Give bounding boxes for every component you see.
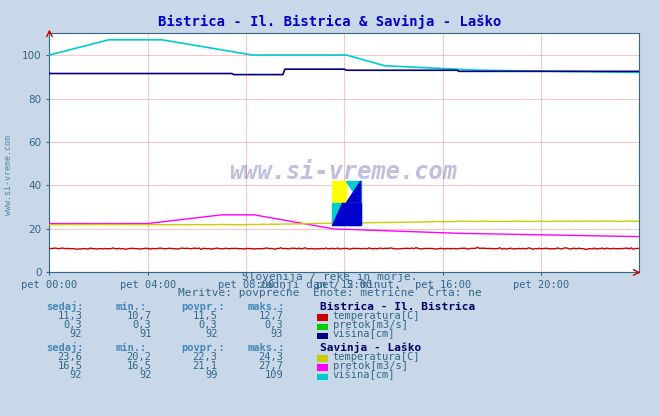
Text: 92: 92 xyxy=(70,370,82,380)
Text: 16,5: 16,5 xyxy=(57,361,82,371)
Text: povpr.:: povpr.: xyxy=(181,302,225,312)
Polygon shape xyxy=(347,181,360,203)
Text: 0,3: 0,3 xyxy=(133,320,152,330)
Text: 92: 92 xyxy=(205,329,217,339)
Text: Bistrica - Il. Bistrica & Savinja - Laško: Bistrica - Il. Bistrica & Savinja - Lašk… xyxy=(158,15,501,29)
Text: 11,5: 11,5 xyxy=(192,311,217,321)
Text: 0,3: 0,3 xyxy=(64,320,82,330)
Bar xyxy=(332,181,347,203)
Text: Slovenija / reke in morje.: Slovenija / reke in morje. xyxy=(242,272,417,282)
Text: temperatura[C]: temperatura[C] xyxy=(333,352,420,362)
Text: Savinja - Laško: Savinja - Laško xyxy=(320,342,421,353)
Text: 92: 92 xyxy=(139,370,152,380)
Text: zadnji dan / 5 minut.: zadnji dan / 5 minut. xyxy=(258,280,401,290)
Text: 16,5: 16,5 xyxy=(127,361,152,371)
Text: 21,1: 21,1 xyxy=(192,361,217,371)
Text: pretok[m3/s]: pretok[m3/s] xyxy=(333,320,408,330)
Text: www.si-vreme.com: www.si-vreme.com xyxy=(4,135,13,215)
Text: povpr.:: povpr.: xyxy=(181,343,225,353)
Bar xyxy=(332,203,360,225)
Polygon shape xyxy=(347,181,360,203)
Text: min.:: min.: xyxy=(115,302,146,312)
Text: 93: 93 xyxy=(271,329,283,339)
Text: www.si-vreme.com: www.si-vreme.com xyxy=(231,160,458,184)
Text: sedaj:: sedaj: xyxy=(46,342,84,353)
Text: 0,3: 0,3 xyxy=(265,320,283,330)
Text: 0,3: 0,3 xyxy=(199,320,217,330)
Text: 10,7: 10,7 xyxy=(127,311,152,321)
Text: višina[cm]: višina[cm] xyxy=(333,329,395,339)
Text: 91: 91 xyxy=(139,329,152,339)
Text: 11,3: 11,3 xyxy=(57,311,82,321)
Text: 12,7: 12,7 xyxy=(258,311,283,321)
Text: 99: 99 xyxy=(205,370,217,380)
Text: sedaj:: sedaj: xyxy=(46,301,84,312)
Text: Bistrica - Il. Bistrica: Bistrica - Il. Bistrica xyxy=(320,302,475,312)
Text: višina[cm]: višina[cm] xyxy=(333,370,395,380)
Text: 24,3: 24,3 xyxy=(258,352,283,362)
Polygon shape xyxy=(332,203,360,225)
Text: min.:: min.: xyxy=(115,343,146,353)
Text: 23,6: 23,6 xyxy=(57,352,82,362)
Text: 20,2: 20,2 xyxy=(127,352,152,362)
Text: maks.:: maks.: xyxy=(247,343,285,353)
Text: 22,3: 22,3 xyxy=(192,352,217,362)
Text: Meritve: povprečne  Enote: metrične  Črta: ne: Meritve: povprečne Enote: metrične Črta:… xyxy=(178,286,481,298)
Text: maks.:: maks.: xyxy=(247,302,285,312)
Text: pretok[m3/s]: pretok[m3/s] xyxy=(333,361,408,371)
Text: 27,7: 27,7 xyxy=(258,361,283,371)
Text: 109: 109 xyxy=(265,370,283,380)
Text: 92: 92 xyxy=(70,329,82,339)
Text: temperatura[C]: temperatura[C] xyxy=(333,311,420,321)
